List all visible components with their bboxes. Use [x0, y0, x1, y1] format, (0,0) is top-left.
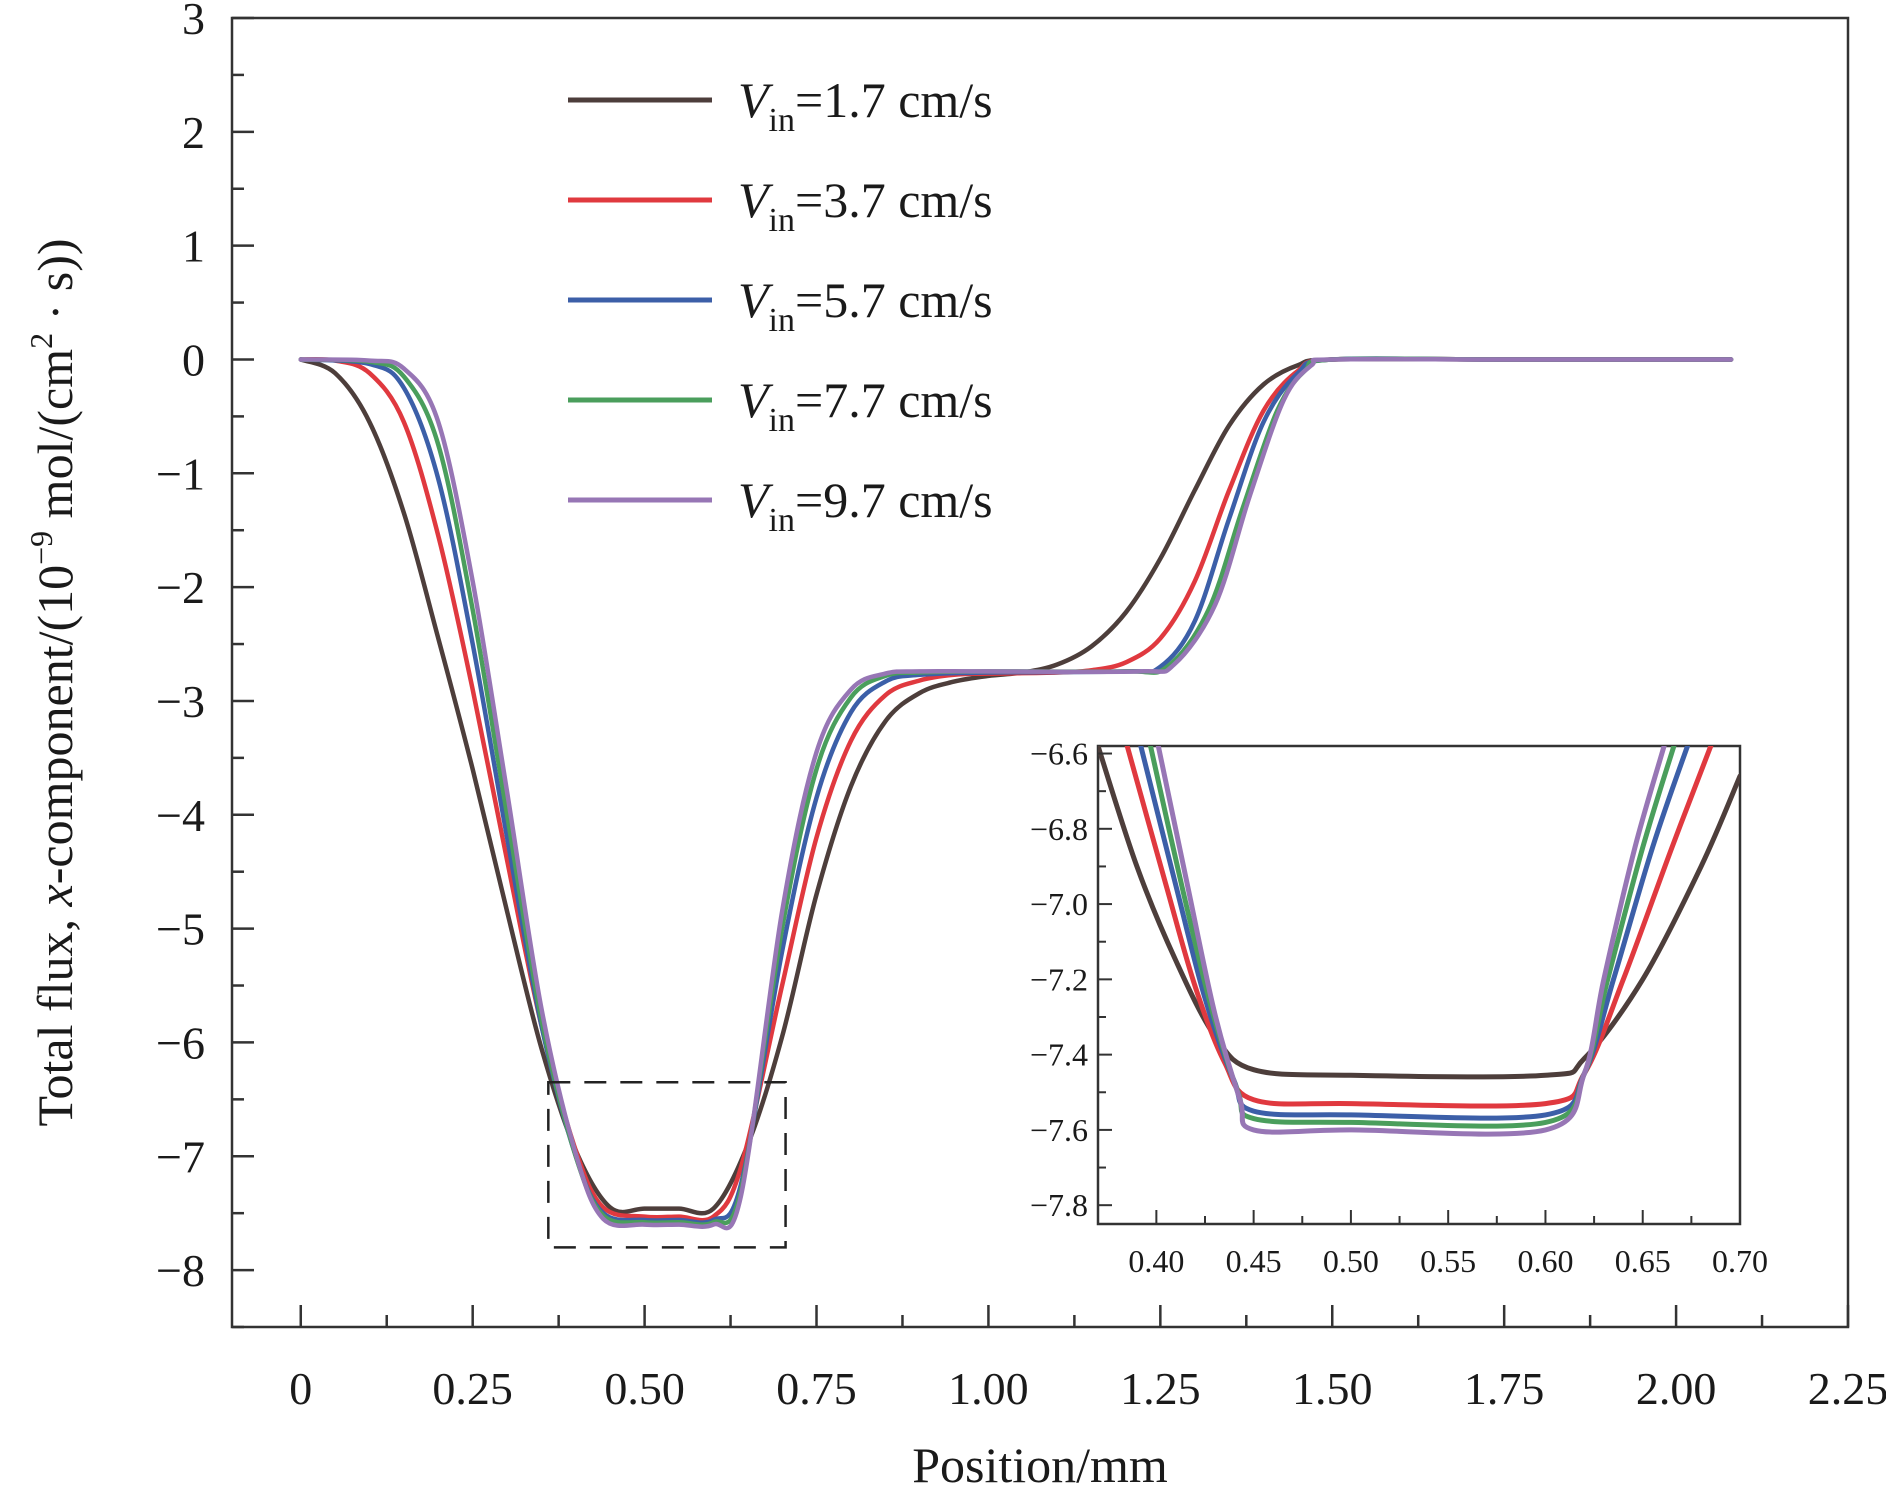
- x-tick-label: 0.75: [776, 1363, 857, 1414]
- legend-entry-label: Vin=5.7 cm/s: [738, 272, 993, 339]
- inset-y-tick-label: −6.6: [1030, 736, 1088, 772]
- inset-y-tick-label: −7.0: [1030, 886, 1088, 922]
- x-tick-label: 1.00: [948, 1363, 1029, 1414]
- x-tick-label: 0: [289, 1363, 312, 1414]
- y-tick-label: −4: [156, 790, 205, 841]
- inset-series-group: [1098, 746, 1740, 1137]
- series-line: [298, 356, 1734, 1227]
- x-tick-label: 2.00: [1636, 1363, 1717, 1414]
- inset-y-tick-label: −7.6: [1030, 1112, 1088, 1148]
- series-line: [298, 356, 1734, 1225]
- legend-var-symbol: V: [738, 172, 774, 228]
- x-tick-label: 0.50: [604, 1363, 685, 1414]
- y-axis-title-unit: mol/(cm: [27, 349, 83, 531]
- legend-var-symbol: V: [738, 472, 774, 528]
- inset-y-tick-label: −6.8: [1030, 811, 1088, 847]
- legend-value: =3.7 cm/s: [795, 172, 993, 228]
- legend-var-symbol: V: [738, 272, 774, 328]
- legend-subscript: in: [769, 502, 795, 539]
- inset-x-tick-label: 0.50: [1323, 1243, 1379, 1279]
- y-tick-label: 0: [182, 334, 205, 385]
- inset-x-tick-label: 0.40: [1128, 1243, 1184, 1279]
- main-plot-frame: [230, 16, 1850, 1329]
- main-series-group: [298, 356, 1734, 1231]
- legend-var-symbol: V: [738, 72, 774, 128]
- legend-entry-label: Vin=3.7 cm/s: [738, 172, 993, 239]
- zoom-box-rect: [547, 1081, 787, 1249]
- inset-x-tick-label: 0.45: [1226, 1243, 1282, 1279]
- inset-x-tick-label: 0.55: [1420, 1243, 1476, 1279]
- legend-entry-label: Vin=1.7 cm/s: [738, 72, 993, 139]
- y-tick-label: −3: [156, 676, 205, 727]
- inset-x-tick-label: 0.70: [1712, 1243, 1768, 1279]
- inset-series-line: [1138, 746, 1690, 1121]
- zoom-region-box: [547, 1081, 787, 1249]
- legend-subscript: in: [769, 102, 795, 139]
- legend-value: =1.7 cm/s: [795, 72, 993, 128]
- inset-series-line: [1098, 746, 1740, 1080]
- inset-y-tick-label: −7.4: [1030, 1037, 1088, 1073]
- inset-x-tick-label: 0.60: [1517, 1243, 1573, 1279]
- y-axis-title-middle: -component/(10: [27, 565, 83, 884]
- inset-series-line: [1124, 746, 1714, 1109]
- y-axis-title-italic: x: [27, 884, 83, 907]
- legend-subscript: in: [769, 402, 795, 439]
- series-line: [298, 356, 1734, 1216]
- y-tick-label: 2: [182, 107, 205, 158]
- x-axis-title: Position/mm: [912, 1437, 1168, 1493]
- inset-x-tick-label: 0.65: [1615, 1243, 1671, 1279]
- x-tick-label: 1.25: [1120, 1363, 1201, 1414]
- y-tick-label: −6: [156, 1017, 205, 1068]
- y-axis-title-prefix: Total flux,: [27, 906, 83, 1126]
- y-tick-label: −1: [156, 448, 205, 499]
- inset-plot: 0.40 0.45 0.50 0.55 0.60 0.65 0.70 −6.6 −6.8 −7.0…: [1030, 736, 1768, 1279]
- y-tick-label: −7: [156, 1131, 205, 1182]
- series-line: [298, 356, 1734, 1223]
- inset-y-tick-label: −7.2: [1030, 961, 1088, 997]
- legend-value: =7.7 cm/s: [795, 372, 993, 428]
- legend-value: =5.7 cm/s: [795, 272, 993, 328]
- x-tick-label: 2.25: [1808, 1363, 1886, 1414]
- inset-series-line: [1148, 746, 1677, 1129]
- legend-entry-label: Vin=9.7 cm/s: [738, 472, 993, 539]
- legend-subscript: in: [769, 202, 795, 239]
- inset-y-tick-label: −7.8: [1030, 1187, 1088, 1223]
- x-tick-label: 1.75: [1464, 1363, 1545, 1414]
- legend-entry-label: Vin=7.7 cm/s: [738, 372, 993, 439]
- legend-subscript: in: [769, 302, 795, 339]
- y-tick-label: 3: [182, 0, 205, 44]
- main-plot-area: 0 0.25 0.50 0.75 1.00 1.25 1.50 1.75 2.00 2.25 3 2 1…: [156, 0, 1886, 1414]
- x-tick-label: 1.50: [1292, 1363, 1373, 1414]
- legend-value: =9.7 cm/s: [795, 472, 993, 528]
- y-tick-label: 1: [182, 221, 205, 272]
- y-axis-title-sup2: 2: [23, 333, 59, 349]
- y-axis-title-suffix: · s)): [27, 238, 83, 332]
- legend-var-symbol: V: [738, 372, 774, 428]
- y-axis-title-sup1: −9: [23, 531, 59, 565]
- x-tick-label: 0.25: [432, 1363, 513, 1414]
- y-axis-title: Total flux, x-component/(10−9 mol/(cm2 ·…: [23, 238, 83, 1126]
- y-tick-label: −8: [156, 1245, 205, 1296]
- inset-series-line: [1155, 746, 1667, 1137]
- y-tick-label: −5: [156, 904, 205, 955]
- y-tick-label: −2: [156, 562, 205, 613]
- series-line: [298, 356, 1734, 1231]
